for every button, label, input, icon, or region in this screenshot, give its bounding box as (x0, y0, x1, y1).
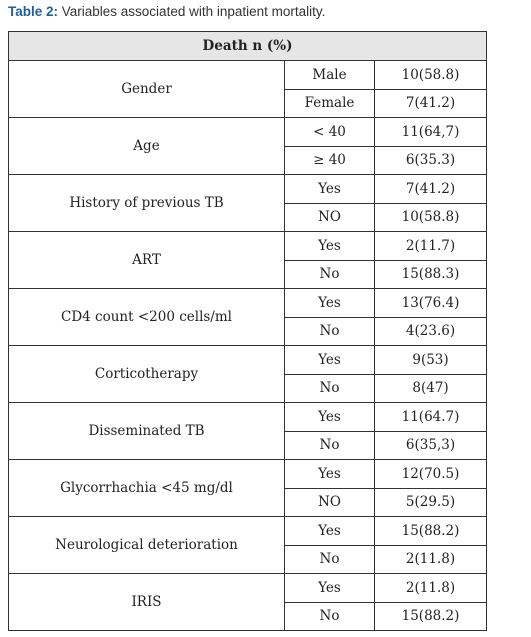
table-caption: Table 2: Variables associated with inpat… (8, 4, 325, 19)
value-cell: 5(29.5) (373, 487, 488, 517)
table-row: No 15(88.3) (9, 259, 488, 289)
value-cell: 9(53) (373, 345, 488, 375)
table-row: CD4 count <200 cells/ml Yes 13(76.4) (8, 288, 488, 346)
category-cell: No (284, 544, 375, 574)
variable-cell: CD4 count <200 cells/ml (8, 288, 285, 346)
table-row: No 4(23.6) (9, 316, 488, 346)
table-row: ≥ 40 6(35.3) (9, 145, 488, 175)
table-row: No 15(88.2) (9, 601, 488, 631)
table-row: Glycorrhachia <45 mg/dl Yes 12(70.5) (8, 459, 488, 517)
table-row: NO 10(58.8) (9, 202, 488, 232)
value-cell: 7(41.2) (373, 88, 488, 118)
variable-cell: Gender (8, 60, 285, 118)
value-cell: 2(11.7) (373, 231, 488, 261)
value-cell: 10(58.8) (373, 202, 488, 232)
value-cell: 4(23.6) (373, 316, 488, 346)
category-cell: No (284, 373, 375, 403)
table-body: Gender Male 10(58.8) Female 7(41.2) Age < 40 11… (8, 60, 488, 631)
category-cell: NO (284, 202, 375, 232)
value-cell: 15(88.3) (373, 259, 488, 289)
category-cell: Yes (284, 288, 375, 318)
table-header-row: Death n (%) (7, 31, 488, 61)
table-row: No 2(11.8) (9, 544, 488, 574)
category-cell: No (284, 430, 375, 460)
category-cell: Yes (284, 459, 375, 489)
table-row: Corticotherapy Yes 9(53) (8, 345, 488, 403)
table-row: Gender Male 10(58.8) (8, 60, 488, 118)
category-cell: < 40 (284, 117, 375, 147)
value-cell: 15(88.2) (373, 516, 488, 546)
value-cell: 13(76.4) (373, 288, 488, 318)
category-cell: Yes (284, 516, 375, 546)
category-cell: No (284, 259, 375, 289)
category-cell: Male (284, 60, 375, 90)
value-cell: 11(64.7) (373, 402, 488, 432)
value-cell: 7(41.2) (373, 174, 488, 204)
table-row: Disseminated TB Yes 11(64.7) (8, 402, 488, 460)
value-cell: 6(35.3) (373, 145, 488, 175)
value-cell: 10(58.8) (373, 60, 488, 90)
category-cell: Female (284, 88, 375, 118)
variable-cell: History of previous TB (8, 174, 285, 232)
category-cell: Yes (284, 231, 375, 261)
category-cell: No (284, 601, 375, 631)
variable-cell: Age (8, 117, 285, 175)
category-cell: Yes (284, 174, 375, 204)
table-row: History of previous TB Yes 7(41.2) (8, 174, 488, 232)
table-row: No 8(47) (9, 373, 488, 403)
value-cell: 12(70.5) (373, 459, 488, 489)
category-cell: Yes (284, 573, 375, 603)
value-cell: 8(47) (373, 373, 488, 403)
category-cell: No (284, 316, 375, 346)
category-cell: ≥ 40 (284, 145, 375, 175)
value-cell: 11(64,7) (373, 117, 488, 147)
table-row: Female 7(41.2) (9, 88, 488, 118)
value-cell: 2(11.8) (373, 544, 488, 574)
category-cell: Yes (284, 402, 375, 432)
table-header: Death n (%) (7, 31, 488, 61)
variable-cell: Corticotherapy (8, 345, 285, 403)
table-row: ART Yes 2(11.7) (8, 231, 488, 289)
mortality-table: Death n (%) Gender Male 10(58.8) Female 7(41… (7, 31, 488, 631)
table-row: IRIS Yes 2(11.8) (8, 573, 488, 631)
table-row: Neurological deterioration Yes 15(88.2) (8, 516, 488, 574)
value-cell: 6(35,3) (373, 430, 488, 460)
table-row: No 6(35,3) (9, 430, 488, 460)
category-cell: NO (284, 487, 375, 517)
variable-cell: Disseminated TB (8, 402, 285, 460)
table-caption-text: Variables associated with inpatient mort… (58, 4, 326, 19)
table-row: Age < 40 11(64,7) (8, 117, 488, 175)
variable-cell: Glycorrhachia <45 mg/dl (8, 459, 285, 517)
table-caption-label: Table 2: (8, 4, 59, 19)
category-cell: Yes (284, 345, 375, 375)
table-row: NO 5(29.5) (9, 487, 488, 517)
variable-cell: IRIS (8, 573, 285, 631)
variable-cell: Neurological deterioration (8, 516, 285, 574)
variable-cell: ART (8, 231, 285, 289)
value-cell: 15(88.2) (373, 601, 488, 631)
value-cell: 2(11.8) (373, 573, 488, 603)
